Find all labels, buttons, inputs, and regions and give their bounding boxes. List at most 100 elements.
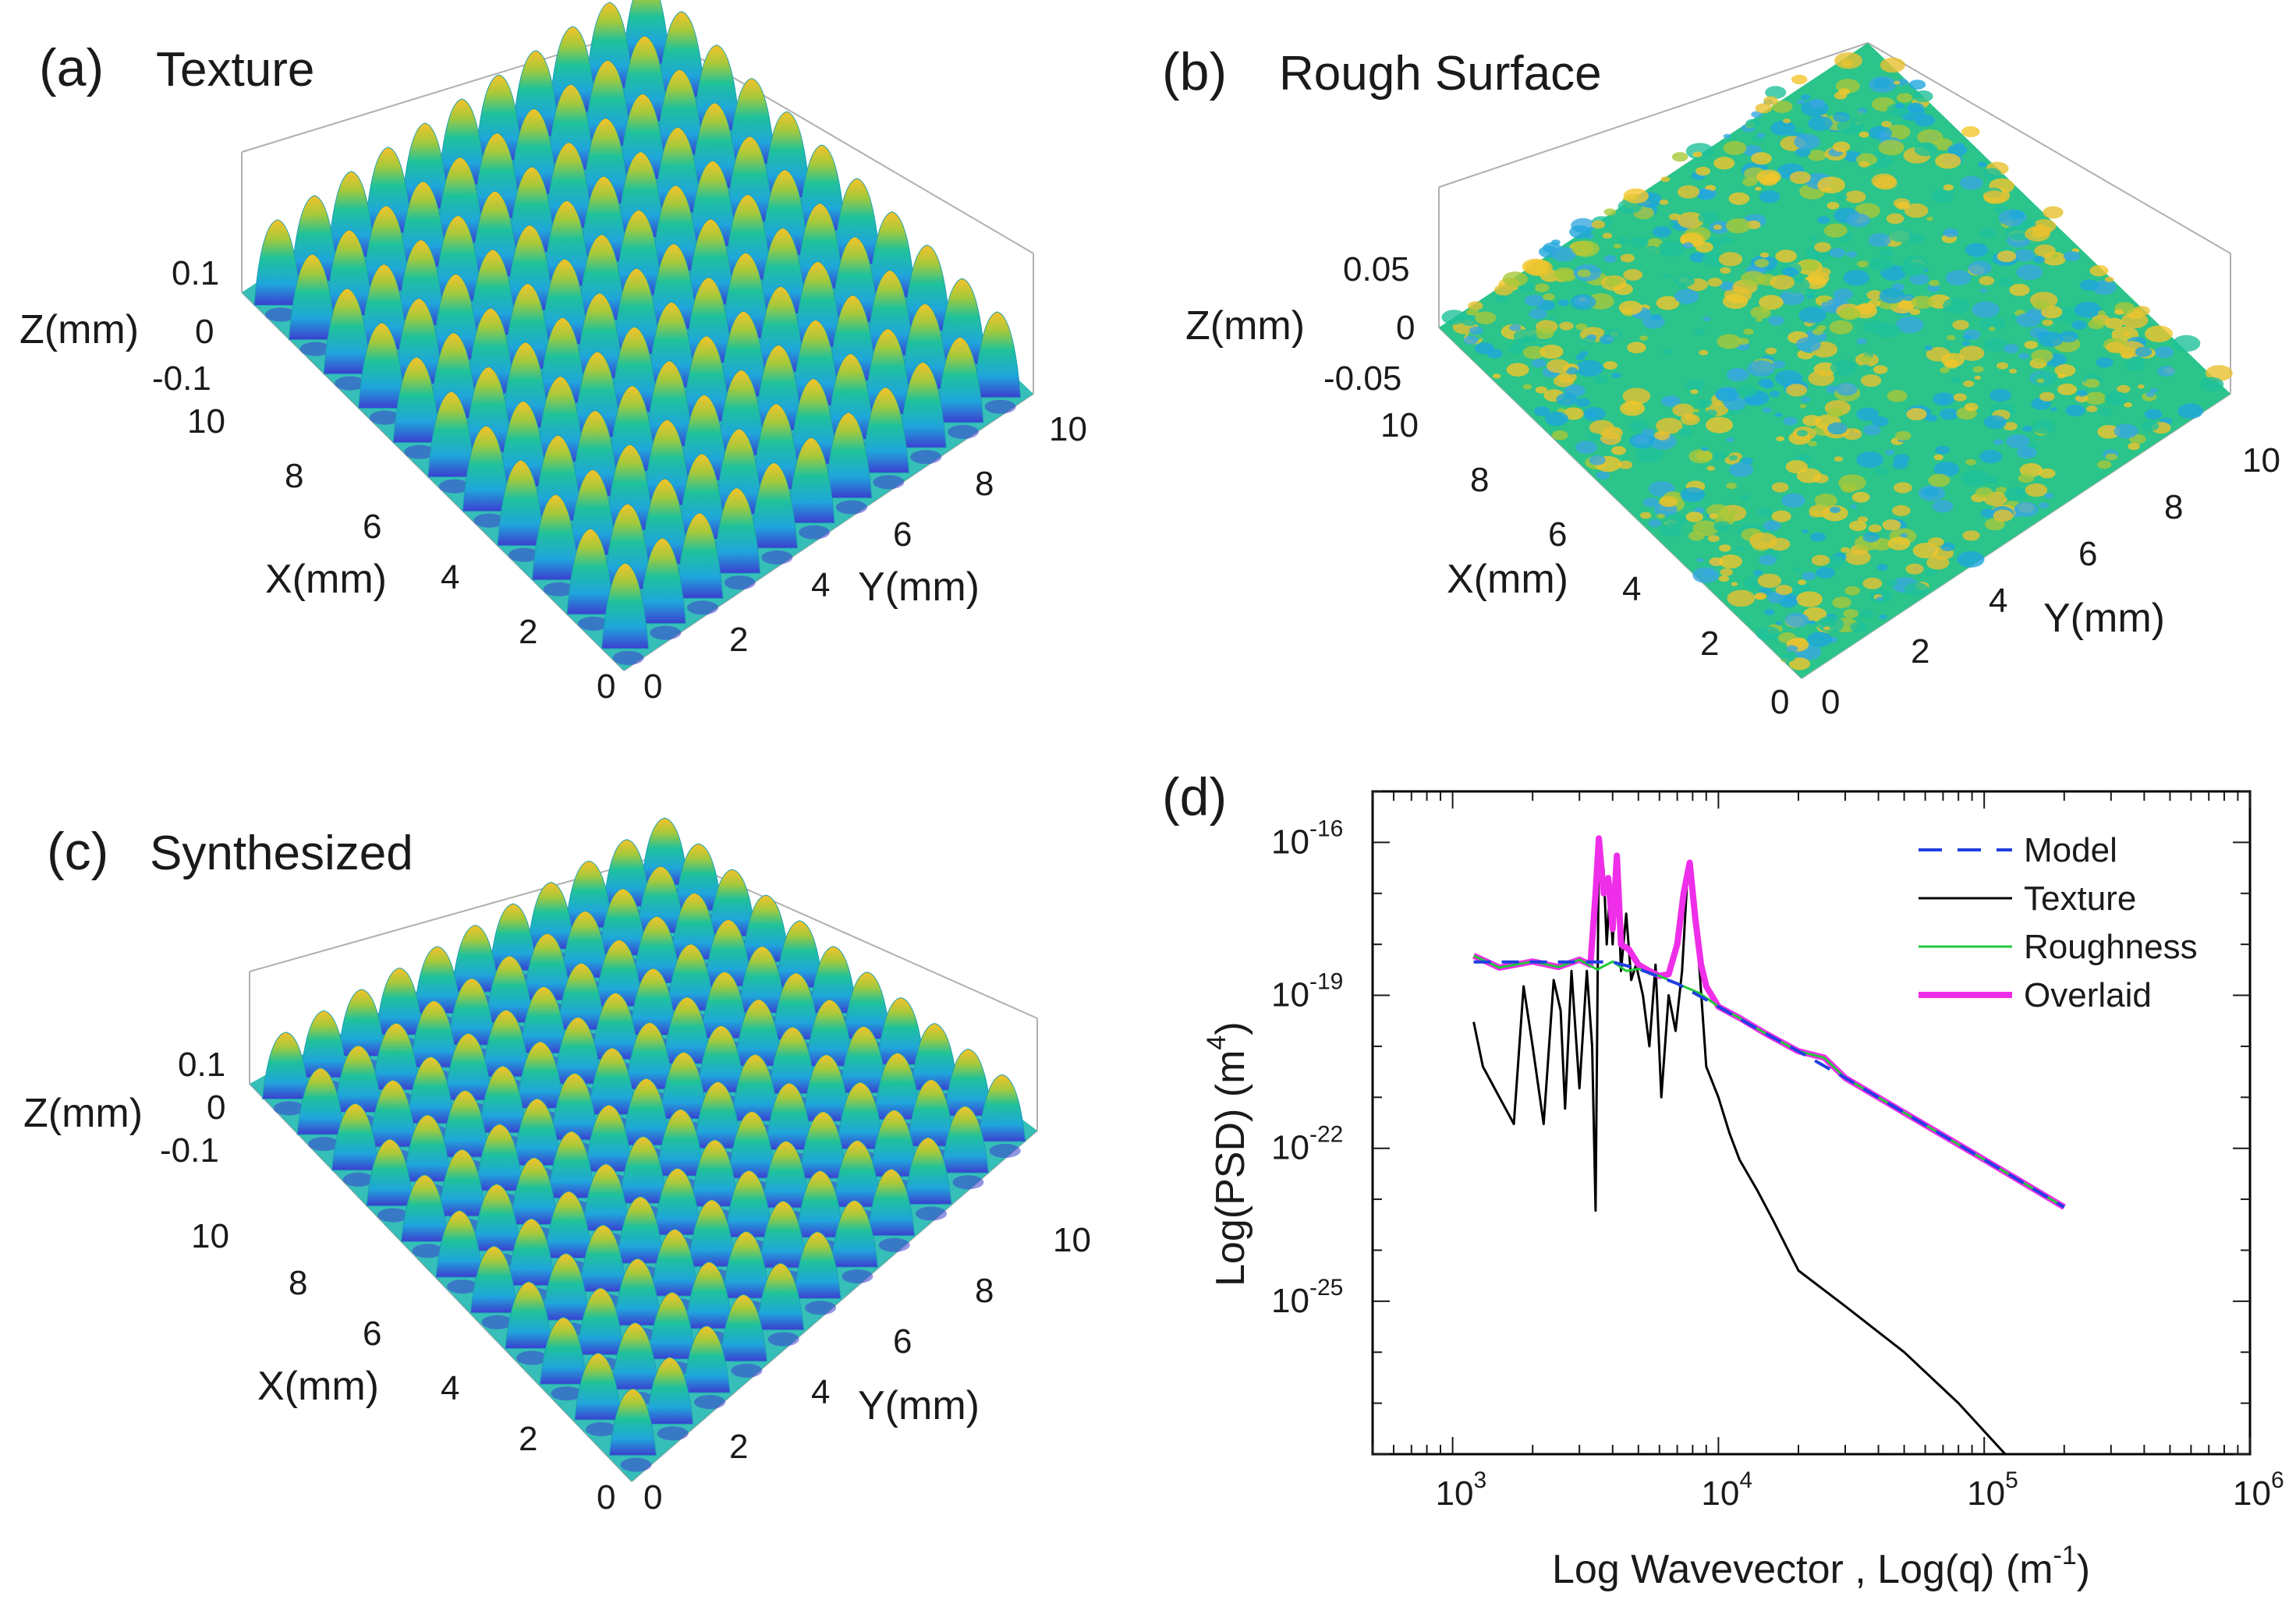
panel-b-xtick: 6 [1548, 515, 1567, 554]
rough-speck [2025, 226, 2050, 242]
rough-speck [1739, 494, 1750, 501]
texture-bump [643, 419, 691, 506]
panel-b-ytick: 10 [2242, 441, 2280, 480]
rough-speck [1727, 589, 1756, 607]
texture-bump [583, 59, 632, 147]
rough-speck [1755, 103, 1773, 114]
rough-speck [1629, 420, 1649, 432]
texture-bump [441, 1089, 489, 1158]
panel-a-ylabel: Y(mm) [858, 565, 980, 610]
texture-bump [667, 943, 715, 1011]
rough-speck [1857, 260, 1869, 267]
rough-speck [2156, 366, 2175, 377]
texture-dimple [910, 450, 942, 465]
rough-speck [1786, 384, 1808, 397]
rough-speck [1750, 306, 1771, 319]
rough-speck [1603, 255, 1617, 263]
rough-speck [2016, 264, 2043, 281]
texture-bump [827, 352, 875, 440]
texture-bump [523, 933, 572, 1001]
texture-bump [833, 178, 881, 265]
panel-b-ytick: 4 [1989, 582, 2007, 620]
texture-bump [547, 83, 595, 171]
texture-bump [612, 267, 661, 355]
rough-speck [1703, 317, 1711, 321]
panel-b-xtick: 2 [1700, 625, 1719, 663]
texture-bump [479, 1065, 527, 1134]
rough-speck [2076, 390, 2088, 397]
texture-bump [536, 376, 584, 462]
texture-bump [400, 1174, 449, 1242]
rough-speck [2125, 359, 2145, 372]
rough-speck [1930, 189, 1954, 204]
rough-speck [1692, 409, 1700, 413]
panel-b-xtick: 4 [1622, 570, 1641, 608]
rough-speck [2025, 483, 2048, 497]
rough-speck [1674, 274, 1695, 288]
texture-bump [654, 126, 702, 214]
rough-speck [1726, 437, 1734, 442]
rough-speck [1645, 245, 1659, 254]
panel-a-xtick: 6 [363, 508, 381, 546]
rough-speck [1801, 396, 1811, 403]
panel-c-xtick: 2 [519, 1420, 537, 1458]
texture-bump [464, 366, 512, 453]
rough-speck [1603, 361, 1617, 370]
texture-bump [762, 1140, 810, 1209]
texture-bump [469, 249, 517, 336]
texture-bump [901, 303, 949, 390]
rough-speck [1718, 554, 1742, 569]
texture-bump [809, 946, 858, 1014]
y-axis-label: Log(PSD) (m4) [1202, 1021, 1253, 1287]
texture-bump [675, 512, 724, 599]
texture-dimple [404, 444, 436, 459]
texture-bump [866, 269, 914, 356]
texture-bump [651, 185, 700, 271]
rough-speck [1677, 211, 1705, 228]
texture-bump [760, 169, 809, 256]
rough-speck [1705, 409, 1717, 417]
rough-speck [1914, 142, 1938, 157]
texture-bump [638, 537, 686, 625]
rough-speck [1660, 176, 1671, 182]
rough-speck [1823, 223, 1848, 238]
rough-speck [1957, 550, 1985, 568]
rough-speck [1671, 152, 1688, 162]
rough-speck [1744, 395, 1763, 406]
panel-b-label: (b) [1162, 42, 1227, 101]
texture-bump [508, 166, 556, 253]
rough-speck [1804, 288, 1818, 297]
rough-speck [1663, 349, 1673, 355]
rough-speck [1908, 233, 1926, 244]
rough-speck [2039, 502, 2050, 509]
texture-bump [749, 462, 798, 549]
rough-speck [1947, 143, 1968, 156]
texture-bump [475, 74, 523, 161]
rough-speck [1495, 295, 1508, 303]
rough-speck [2042, 319, 2053, 326]
rough-speck [1961, 469, 1990, 487]
texture-bump [719, 1294, 767, 1362]
rough-speck [1764, 609, 1775, 616]
rough-speck [2006, 434, 2030, 449]
panel-c-ytick: 8 [975, 1272, 994, 1310]
panel-b-ytick: 6 [2078, 535, 2097, 573]
rough-speck [1731, 368, 1745, 378]
panel-a-ztick: -0.1 [152, 359, 211, 398]
rough-speck [1706, 416, 1733, 434]
rough-speck [1904, 203, 1929, 218]
rough-speck [1695, 241, 1713, 253]
panel-c: (c) Synthesized Z(mm) X(mm) Y(mm) 0.1 0 … [23, 817, 1091, 1517]
rough-speck [1692, 151, 1703, 158]
rough-speck [1696, 557, 1704, 563]
panel-c-title: Synthesized [150, 826, 413, 880]
rough-speck [1928, 473, 1951, 487]
rough-speck [1658, 431, 1667, 437]
rough-speck [1685, 143, 1714, 160]
texture-bump [904, 1137, 952, 1205]
rough-speck [1461, 315, 1479, 327]
texture-bump [843, 972, 891, 1039]
rough-speck [1998, 277, 2014, 287]
texture-bump [510, 1157, 558, 1225]
rough-speck [1912, 543, 1939, 559]
